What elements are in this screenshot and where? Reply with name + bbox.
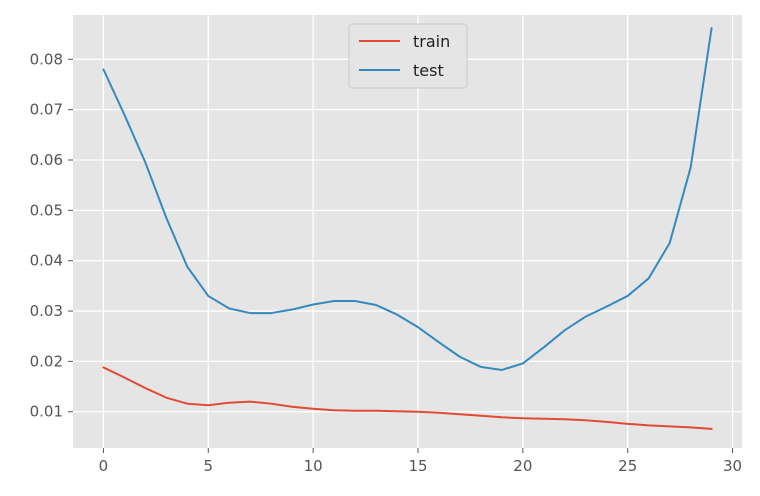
legend: train test — [348, 23, 468, 89]
y-tick-label: 0.05 — [30, 201, 63, 219]
y-tick-label: 0.08 — [30, 50, 63, 68]
x-tick-label: 15 — [408, 457, 427, 475]
legend-label-train: train — [413, 32, 450, 51]
x-tick-label: 30 — [723, 457, 742, 475]
y-tick-label: 0.01 — [30, 403, 63, 421]
series-layer — [102, 27, 713, 430]
y-tick-label: 0.06 — [30, 151, 63, 169]
x-tick-label: 10 — [304, 457, 323, 475]
x-tick-label: 0 — [99, 457, 109, 475]
series-line-train — [102, 366, 713, 430]
y-tick-label: 0.07 — [30, 101, 63, 119]
series-line-test — [102, 27, 713, 371]
y-tick-label: 0.02 — [30, 352, 63, 370]
x-tick-label: 25 — [618, 457, 637, 475]
y-tick-label: 0.04 — [30, 252, 63, 270]
x-tick-label: 20 — [513, 457, 532, 475]
axis-ticks: 0 5 10 15 20 25 30 0.01 0.02 0.03 0.04 0.05 0.06 0.07… — [30, 50, 743, 475]
x-tick-label: 5 — [203, 457, 213, 475]
y-tick-label: 0.03 — [30, 302, 63, 320]
legend-label-test: test — [413, 61, 444, 80]
